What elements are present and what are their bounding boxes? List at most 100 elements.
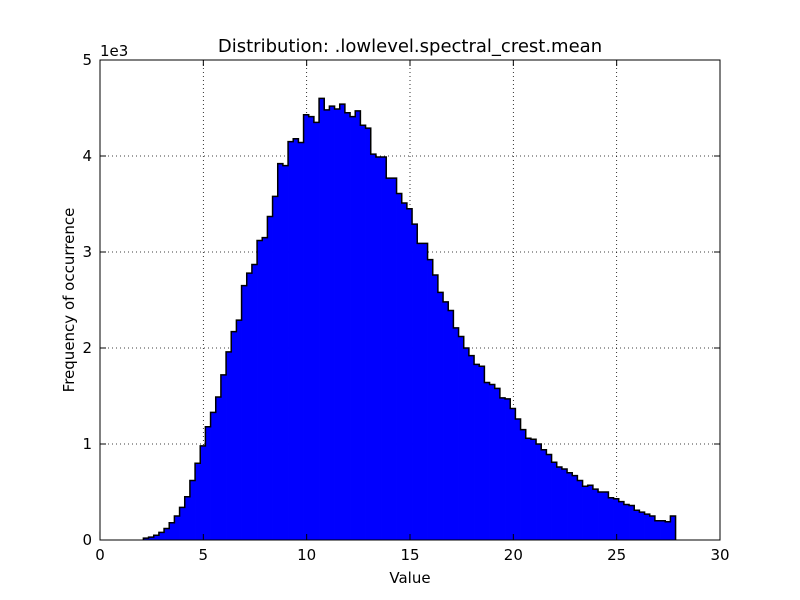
y-tick-label-3: 3 [82,243,92,261]
histogram-bar-98 [649,516,656,540]
histogram-bar-29 [293,138,299,540]
histogram-bar-100 [660,520,666,540]
histogram-bar-27 [282,165,289,540]
histogram-bar-91 [613,498,620,540]
histogram-bar-82 [567,472,573,540]
histogram-bar-53 [417,243,423,541]
histogram-bar-60 [453,327,459,540]
histogram-bar-22 [257,240,263,541]
histogram-bar-89 [603,492,609,540]
histogram-bar-42 [360,125,366,540]
y-axis-multiplier: 1e3 [100,42,128,60]
histogram-bar-56 [432,275,439,540]
histogram-bar-23 [262,237,268,540]
histogram-bar-43 [365,128,372,540]
histogram-bar-55 [427,259,434,540]
histogram-bar-17 [231,331,237,540]
histogram-bar-44 [370,154,377,540]
x-tick-label-5: 25 [607,546,626,564]
y-tick-label-4: 4 [82,147,92,165]
histogram-bar-26 [277,163,284,540]
histogram-bar-15 [220,374,227,540]
histogram-bar-63 [468,355,475,540]
histogram-bar-3 [158,532,165,540]
x-tick-label-1: 5 [199,546,209,564]
histogram-bar-40 [350,116,356,540]
histogram-bar-20 [246,273,253,540]
histogram-bar-88 [598,492,604,540]
histogram-bar-57 [437,292,444,540]
histogram-bar-39 [344,112,351,541]
histogram-bar-5 [169,522,175,540]
x-tick-label-2: 10 [297,546,316,564]
histogram-bar-67 [489,384,496,540]
histogram-bar-79 [551,462,558,540]
histogram-bar-13 [210,412,217,540]
histogram-bar-73 [520,429,527,540]
histogram-bar-54 [422,243,428,541]
histogram-bar-84 [577,480,583,540]
histogram-bar-18 [236,320,242,540]
histogram-bar-78 [546,454,552,540]
histogram-bar-80 [556,467,563,540]
y-tick-label-2: 2 [82,339,92,357]
histogram-bar-10 [195,463,201,540]
histogram-bar-2 [153,535,160,540]
histogram-bar-99 [654,520,661,540]
histogram-bar-46 [381,156,387,540]
histogram-bar-83 [572,475,578,540]
y-tick-label-5: 5 [82,51,92,69]
histogram-bar-1 [148,537,155,540]
histogram-bar-65 [479,366,485,540]
histogram-bar-41 [355,110,361,540]
histogram-bar-36 [329,106,335,540]
histogram-bar-68 [494,388,501,540]
histogram-bar-101 [665,521,671,540]
x-tick-label-3: 15 [400,546,419,564]
axis-ticks [99,59,721,541]
histogram-bar-49 [396,193,403,540]
histogram-bar-70 [505,398,511,540]
x-tick-label-6: 30 [710,546,729,564]
histogram-bar-48 [391,178,397,540]
x-tick-label-4: 20 [504,546,523,564]
histogram-bar-19 [241,285,248,540]
histogram-bar-97 [644,514,651,540]
histogram-bar-72 [515,419,521,540]
histogram-bar-32 [308,116,315,540]
chart-title: Distribution: .lowlevel.spectral_crest.m… [218,36,602,57]
histogram-bar-38 [339,104,346,540]
histogram-bar-61 [458,336,465,540]
histogram-bar-45 [375,156,382,540]
histogram-bar-75 [530,439,537,540]
y-tick-label-1: 1 [82,435,92,453]
x-tick-label-0: 0 [95,546,105,564]
histogram-bar-74 [525,438,532,540]
histogram-bar-66 [484,382,490,540]
histogram-outline [142,97,677,540]
histogram-bar-0 [143,538,149,540]
histogram-bar-6 [174,516,180,540]
histogram-bar-33 [313,122,320,541]
histogram-bar-24 [267,216,273,541]
histogram-bar-14 [215,396,222,540]
histogram-bar-8 [184,496,191,540]
histogram-bar-7 [179,507,186,540]
histogram-bar-76 [536,444,542,540]
histogram-bar-77 [541,449,547,540]
histogram-bar-58 [443,301,449,540]
tick-labels: 0 5 10 15 20 25 30 0 1 2 3 4 5 [82,51,729,564]
histogram-bar-34 [319,98,325,541]
histogram-bar-50 [401,203,408,541]
histogram-bar-94 [629,505,635,540]
x-axis-title: Value [389,569,430,587]
histogram-bar-31 [303,114,310,540]
histogram-bar-95 [634,510,640,540]
histogram-bar-37 [334,108,341,541]
histogram-bar-86 [587,485,594,540]
histogram-bar-85 [582,486,589,540]
y-tick-label-0: 0 [82,531,92,549]
histogram-bar-28 [288,141,294,540]
histogram-bar-64 [474,364,480,540]
